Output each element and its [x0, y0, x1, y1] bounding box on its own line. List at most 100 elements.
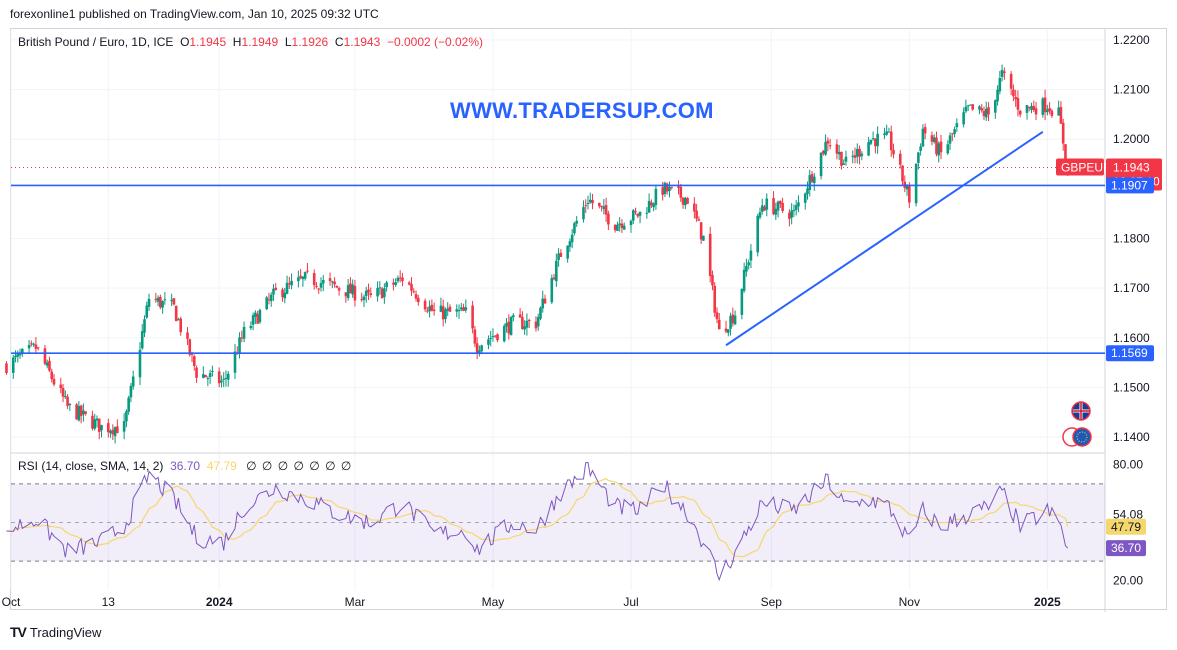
- candle-body: [953, 129, 956, 134]
- candle-body: [749, 250, 753, 261]
- candle-body: [45, 362, 49, 366]
- price-tick-label: 1.1700: [1113, 281, 1150, 295]
- candle-body: [394, 282, 397, 286]
- candle-body: [826, 140, 830, 144]
- candle-body: [858, 148, 861, 157]
- rsi-tick-label: 80.00: [1113, 458, 1143, 472]
- candle-body: [512, 315, 515, 318]
- candle-body: [810, 174, 814, 182]
- candle-body: [496, 334, 499, 341]
- candle-body: [502, 325, 506, 342]
- candle-body: [1059, 106, 1063, 124]
- candle-body: [663, 182, 667, 195]
- candle-body: [109, 430, 112, 434]
- candle-body: [172, 298, 176, 305]
- time-axis[interactable]: Oct 13 2024 Mar May Jul Sep Nov 2025: [2, 595, 1061, 609]
- candle-body: [901, 165, 904, 182]
- candle-body: [430, 304, 434, 311]
- candle-body: [353, 285, 357, 301]
- candle-body: [202, 374, 205, 378]
- candle-body: [717, 319, 721, 330]
- trendline-group[interactable]: [725, 130, 1044, 347]
- candle-body: [43, 348, 47, 364]
- candle-body: [840, 151, 843, 166]
- candle-body: [1061, 122, 1065, 144]
- candle-body: [550, 278, 554, 303]
- candle-body: [1032, 106, 1036, 111]
- rsi-label[interactable]: RSI (14, close, SMA, 14, 2): [18, 459, 164, 473]
- time-tick-label: Mar: [345, 595, 366, 609]
- candle-body: [790, 210, 793, 218]
- candle-body: [473, 329, 477, 344]
- rsi-current-badge-bg: [1106, 540, 1146, 557]
- candle-body: [211, 371, 214, 373]
- candle-body: [747, 262, 750, 266]
- candle-body: [91, 415, 94, 429]
- candle-body: [398, 277, 402, 279]
- candle-body: [392, 282, 395, 285]
- candle-body: [290, 280, 293, 286]
- candle-body: [143, 319, 146, 333]
- rsi-sma-value: 47.79: [206, 459, 237, 473]
- ticker-badge-bg: [1056, 158, 1104, 176]
- candle-body: [331, 281, 334, 283]
- candle-body: [760, 205, 764, 212]
- candle-body: [874, 138, 877, 147]
- candle-body: [50, 371, 54, 380]
- change-value: −0.0002 (−0.02%): [386, 35, 484, 49]
- candle-body: [573, 223, 576, 234]
- symbol-name[interactable]: British Pound / Euro, 1D, ICE: [18, 35, 174, 49]
- candle-body: [869, 139, 873, 144]
- candle-body: [34, 344, 38, 349]
- candle-body: [360, 299, 364, 301]
- candle-body: [1041, 98, 1045, 115]
- candle-body: [964, 106, 968, 112]
- price-tick-label: 1.2100: [1113, 83, 1150, 97]
- candle-body: [534, 321, 538, 329]
- ascending-trendline: [725, 130, 1044, 347]
- candle-body: [824, 141, 827, 155]
- candle-body: [998, 78, 1002, 92]
- candle-body: [154, 298, 158, 300]
- horizontal-levels[interactable]: [11, 167, 1105, 355]
- candle-body: [602, 206, 606, 210]
- candle-body: [217, 371, 221, 384]
- candle-body: [978, 106, 981, 110]
- candle-body: [222, 378, 226, 380]
- rsi-legend: RSI (14, close, SMA, 14, 2) 36.70 47.79 …: [18, 459, 352, 473]
- candle-body: [448, 306, 452, 312]
- candle-body: [693, 203, 696, 212]
- candle-body: [489, 337, 493, 339]
- candle-body: [16, 353, 20, 357]
- candle-body: [905, 186, 909, 190]
- rsi-current-value: 36.70: [170, 459, 201, 473]
- candle-body: [930, 135, 934, 142]
- candle-body: [634, 211, 637, 213]
- candle-body: [274, 287, 278, 290]
- candle-body: [321, 280, 325, 284]
- candle-body: [208, 373, 212, 378]
- time-tick-label: 13: [102, 595, 116, 609]
- candle-body: [853, 155, 857, 158]
- price-tick-label: 1.1500: [1113, 380, 1150, 394]
- candle-body: [138, 349, 142, 378]
- candle-body: [620, 223, 624, 229]
- time-tick-label: Nov: [899, 595, 920, 609]
- candle-body: [301, 276, 305, 280]
- candle-body: [317, 288, 321, 290]
- candle-body: [851, 155, 855, 157]
- candle-body: [1046, 109, 1049, 113]
- candle-body: [312, 273, 316, 286]
- price-axis[interactable]: 1.22001.21001.20001.18001.17001.16001.15…: [1113, 33, 1150, 587]
- time-tick-label: Jul: [623, 595, 638, 609]
- hidden-plot-icons[interactable]: ∅ ∅ ∅ ∅ ∅ ∅ ∅: [246, 459, 353, 473]
- candle-body: [97, 418, 101, 432]
- candle-body: [982, 111, 986, 117]
- candle-body: [401, 277, 404, 282]
- candle-body: [129, 385, 133, 398]
- price-tick-label: 1.1800: [1113, 232, 1150, 246]
- candle-body: [661, 187, 664, 195]
- level-lower-badge-bg: [1106, 345, 1154, 362]
- candle-body: [285, 282, 289, 294]
